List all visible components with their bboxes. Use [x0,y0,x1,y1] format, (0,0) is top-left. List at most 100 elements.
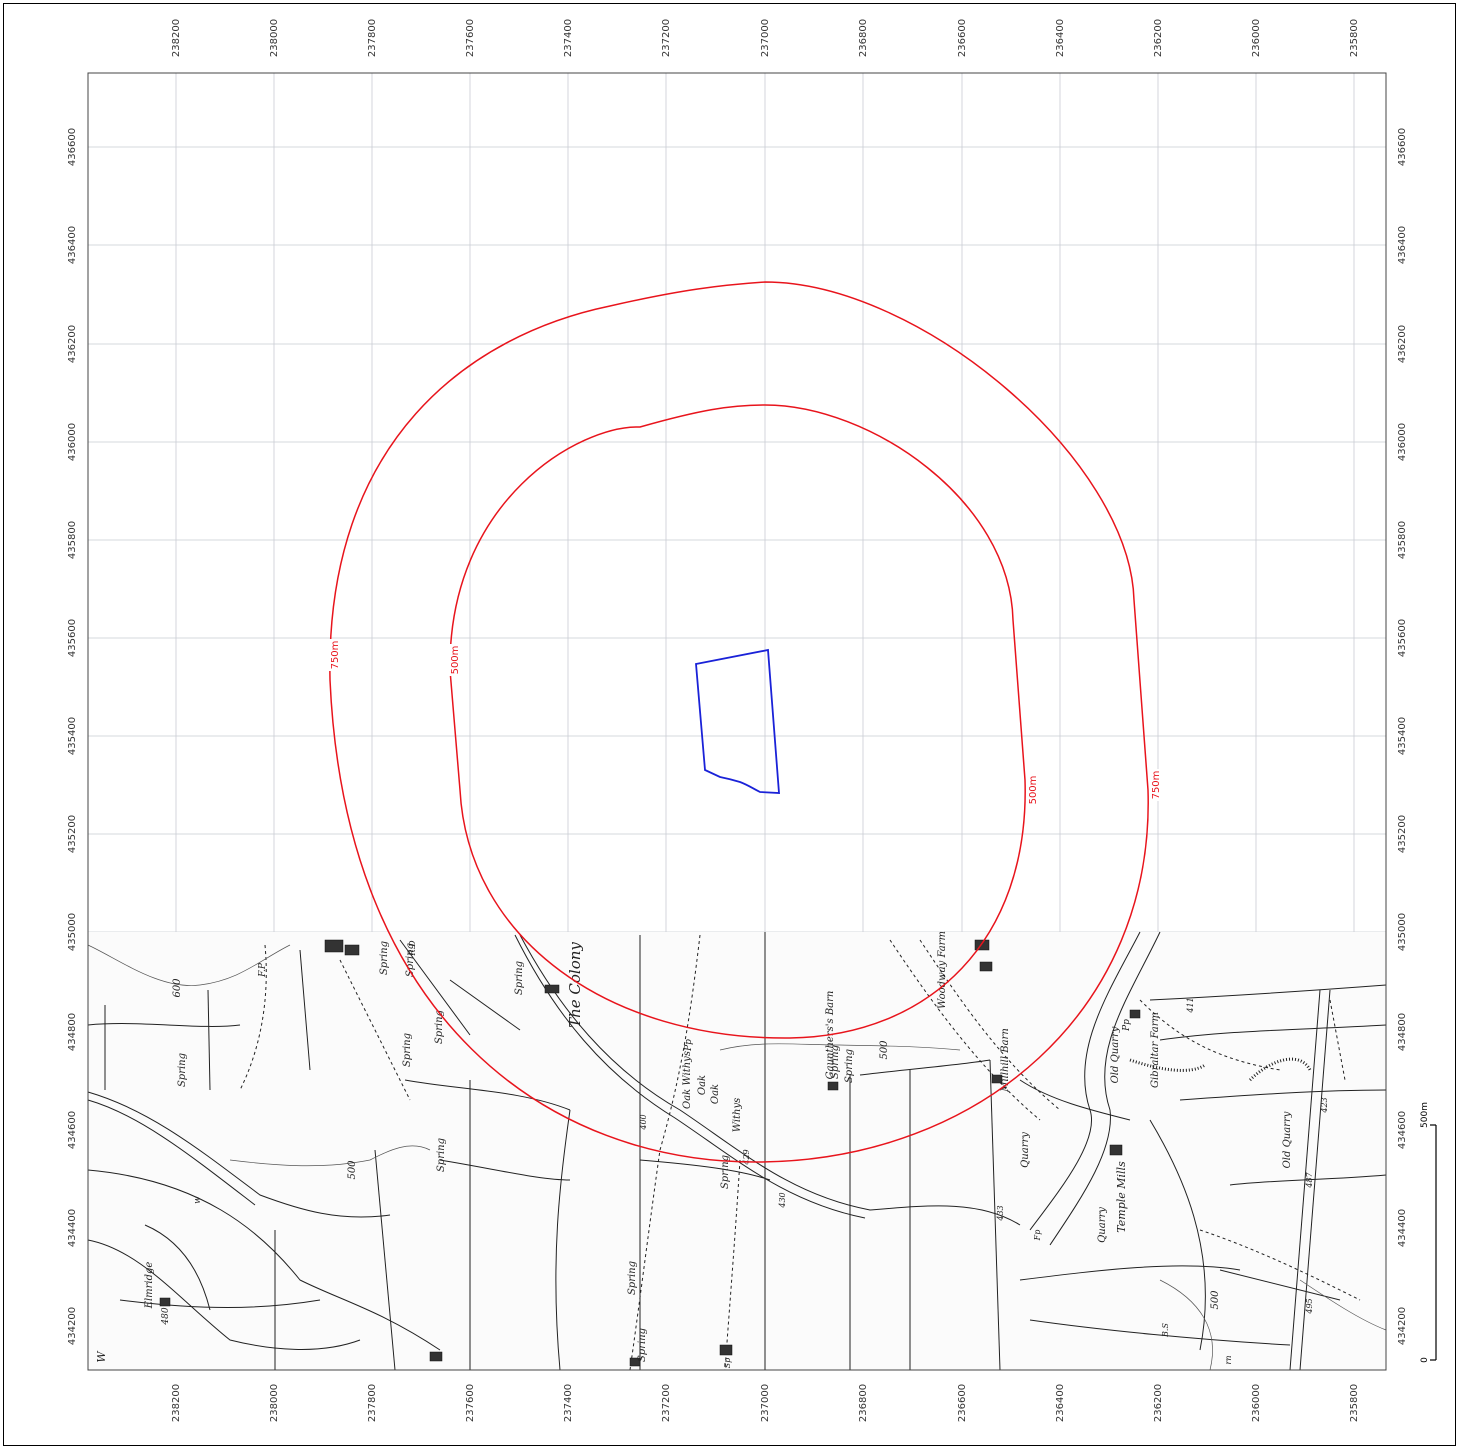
buffer-label-2: 750m [330,641,341,670]
place-label-34: 433 [996,1205,1005,1221]
buffer-label-bg-1 [1026,774,1040,806]
place-label-4: Withys [732,1098,743,1133]
map-feature-line-16 [374,1149,396,1371]
easting-tick-top-3: 237600 [465,19,476,57]
contour-line-4 [1299,1279,1387,1331]
building-10 [1129,1009,1141,1019]
buffer-500m [449,404,1026,1039]
contour-line-1 [229,1145,431,1167]
place-label-9: Old Quarry [1110,1026,1121,1083]
northing-tick-left-12: 436600 [67,128,78,166]
place-label-0: The Colony [566,942,584,1028]
place-label-31: 400 [639,1114,648,1130]
place-label-23: Spring [637,1328,648,1362]
place-label-48: rn [1224,1356,1233,1365]
place-label-30: 500 [1210,1290,1221,1310]
easting-tick-bottom-9: 236400 [1055,1384,1066,1422]
map-feature-line-13 [144,1224,211,1311]
easting-tick-bottom-12: 235800 [1349,1384,1360,1422]
map-feature-line-34 [1179,1089,1387,1101]
easting-tick-top-0: 238200 [171,19,182,57]
place-label-24: Spring [720,1155,731,1189]
building-12 [991,1074,1003,1084]
northing-tick-right-6: 435400 [1397,717,1408,755]
building-5 [827,1081,839,1091]
buffer-750m [329,281,1149,1163]
northing-tick-left-0: 434200 [67,1307,78,1345]
outer-frame [3,3,1456,1446]
map-feature-line-33 [1159,1024,1387,1041]
building-6 [159,1297,171,1307]
place-label-41: Pp [684,1039,694,1052]
northing-tick-right-10: 436200 [1397,325,1408,363]
place-label-17: Spring [379,941,390,975]
northing-tick-right-8: 435800 [1397,521,1408,559]
easting-tick-bottom-7: 236800 [858,1384,869,1422]
place-label-25: Spring [844,1049,855,1083]
map-feature-line-6 [1299,989,1331,1371]
place-label-7: Woodway Farm [937,931,948,1009]
site-boundary[interactable] [695,648,780,794]
easting-tick-bottom-3: 237600 [465,1384,476,1422]
map-feature-line-31 [859,1059,991,1076]
place-label-28: 500 [347,1160,358,1180]
place-label-42: Fp [1033,1230,1042,1242]
buffer-rings: 500m 500m 750m 750m [328,281,1163,1163]
place-label-12: Quarry [1020,1132,1031,1168]
map-feature-line-3 [514,934,866,1219]
northing-tick-right-1: 434400 [1397,1209,1408,1247]
place-label-21: Spring [436,1138,447,1172]
easting-tick-top-4: 237400 [563,19,574,57]
place-label-22: Spring [627,1261,638,1295]
map-feature-line-26 [404,1079,571,1111]
map-feature-line-18 [555,1109,571,1371]
place-label-16: Spring [177,1053,188,1087]
place-label-10: Gibraltar Farm [1150,1012,1161,1088]
place-label-35: 411 [1186,997,1195,1013]
map-feature-line-11 [1019,1079,1131,1121]
scale-bar: 0 500m [1420,1102,1437,1363]
map-feature-line-22 [989,1059,1001,1371]
site-boundary-polygon[interactable] [695,648,780,794]
contour-line-2 [719,1043,961,1051]
northing-tick-left-10: 436200 [67,325,78,363]
map-feature-line-28 [119,1299,321,1308]
map-feature-line-2 [519,934,1021,1226]
place-label-47: Sp [723,1358,732,1369]
buffer-label-bg-0 [448,644,462,676]
place-label-33: 429 [742,1149,751,1165]
map-feature-line-36 [1219,1269,1341,1301]
map-feature-line-35 [1229,1174,1387,1186]
place-label-19: Spring [434,1010,445,1044]
easting-tick-top-6: 237000 [760,19,771,57]
place-label-36: 423 [1320,1097,1329,1113]
easting-tick-top-12: 235800 [1349,19,1360,57]
place-label-49: w [193,1196,203,1204]
map-feature-line-25 [299,949,311,1071]
northing-tick-right-2: 434600 [1397,1111,1408,1149]
map-path-dashed-0 [919,939,1061,1111]
map-feature-line-30 [449,979,521,1031]
map-feature-line-8 [1149,984,1387,1001]
northing-tick-right-12: 436600 [1397,128,1408,166]
easting-tick-bottom-10: 236200 [1153,1384,1164,1422]
coordinate-ticks: 238200 238200 238000 238000 237800 237800 2376… [67,19,1408,1422]
map-path-dashed-3 [724,1159,741,1371]
easting-tick-top-2: 237800 [367,19,378,57]
place-label-44: F.P [258,962,268,978]
place-label-5: Spring [830,1045,841,1079]
northing-tick-left-5: 435200 [67,815,78,853]
easting-tick-bottom-6: 237000 [760,1384,771,1422]
place-label-27: 600 [172,978,183,998]
northing-tick-left-4: 435000 [67,913,78,951]
place-label-14: Quarry [1097,1207,1108,1243]
place-label-1: Oak Withys [682,1051,693,1109]
building-7 [429,1351,443,1362]
northing-tick-left-6: 435400 [67,717,78,755]
map-feature-line-12 [87,1169,441,1351]
map-feature-line-1 [87,1099,256,1206]
building-4 [979,961,993,972]
map-feature-line-24 [207,989,211,1091]
